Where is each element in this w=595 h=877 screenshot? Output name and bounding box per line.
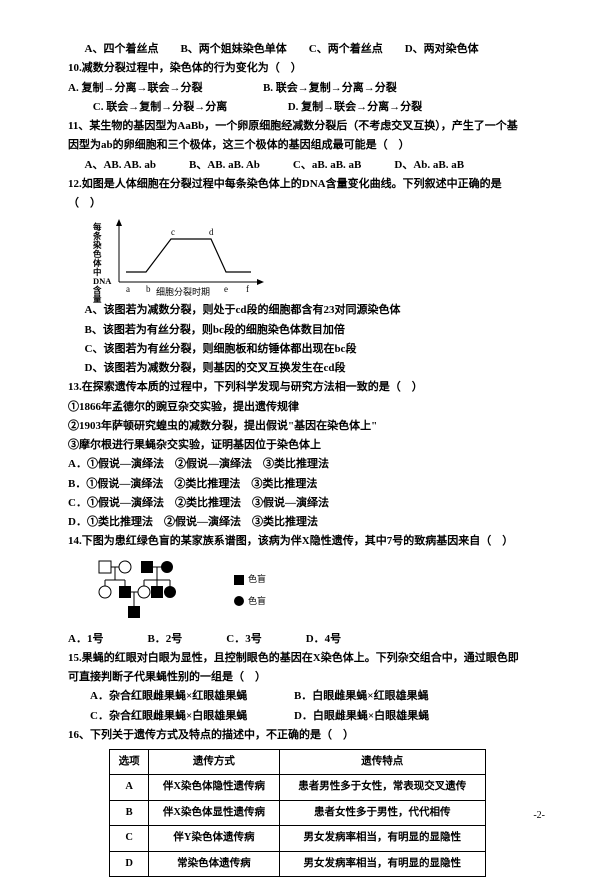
q10-stem: 10.减数分裂过程中，染色体的行为变化为（ ） — [68, 59, 527, 78]
table-row: D常染色体遗传病男女发病率相当，有明显的显隐性 — [110, 851, 485, 876]
q10-opt-b: B. 联会→复制→分离→分裂 — [263, 82, 397, 94]
chart-xlabel: 细胞分裂时期 — [156, 286, 210, 297]
table-cell: 患者女性多于男性，代代相传 — [279, 800, 485, 825]
q11-stem: 11、某生物的基因型为AaBb，一个卵原细胞经减数分裂后（不考虑交叉互换），产生… — [68, 117, 527, 156]
table-cell: C — [110, 826, 149, 851]
chart-ylabel: 每条染色体中 DNA含量 — [93, 223, 107, 303]
q13-item-1: ①1866年孟德尔的豌豆杂交实验，提出遗传规律 — [68, 398, 527, 417]
table-cell: 伴X染色体隐性遗传病 — [148, 775, 279, 800]
table-cell: 患者男性多于女性，常表现交叉遗传 — [279, 775, 485, 800]
table-cell: 伴Y染色体遗传病 — [148, 826, 279, 851]
pt-b: b — [146, 284, 151, 294]
q10-opt-d: D. 复制→联会→分离→分裂 — [288, 101, 422, 113]
q13-opt-a: A．①假说—演绎法 ②假说—演绎法 ③类比推理法 — [68, 455, 527, 474]
q12-stem: 12.如图是人体细胞在分裂过程中每条染色体上的DNA含量变化曲线。下列叙述中正确… — [68, 175, 527, 214]
square-icon — [234, 575, 244, 585]
table-cell: 男女发病率相当，有明显的显隐性 — [279, 826, 485, 851]
table-body: A伴X染色体隐性遗传病患者男性多于女性，常表现交叉遗传B伴X染色体显性遗传病患者… — [110, 775, 485, 877]
q13-item-2: ②1903年萨顿研究蝗虫的减数分裂，提出假说"基因在染色体上" — [68, 417, 527, 436]
q15-opt-a: A．杂合红眼雌果蝇×红眼雄果蝇 — [90, 690, 247, 702]
q13-opt-b: B．①假说—演绎法 ②类比推理法 ③类比推理法 — [68, 475, 527, 494]
pedigree-legend: 色盲 色盲 — [234, 572, 266, 610]
q10-opt-c: C. 联会→复制→分裂→分离 — [93, 101, 227, 113]
table-cell: A — [110, 775, 149, 800]
q15-opt-d: D．白眼雌果蝇×白眼雄果蝇 — [294, 710, 429, 722]
q10-row1: A. 复制→分离→联会→分裂 B. 联会→复制→分离→分裂 — [68, 79, 527, 98]
table-row: C伴Y染色体遗传病男女发病率相当，有明显的显隐性 — [110, 826, 485, 851]
q12-opt-c: C、该图若为有丝分裂，则细胞板和纺锤体都出现在bc段 — [68, 340, 527, 359]
inheritance-table: 选项 遗传方式 遗传特点 A伴X染色体隐性遗传病患者男性多于女性，常表现交叉遗传… — [109, 749, 485, 877]
table-row: B伴X染色体显性遗传病患者女性多于男性，代代相传 — [110, 800, 485, 825]
th-mode: 遗传方式 — [148, 750, 279, 775]
pt-c: c — [171, 227, 175, 237]
pt-a: a — [126, 284, 130, 294]
table-cell: 常染色体遗传病 — [148, 851, 279, 876]
pt-f: f — [246, 284, 249, 294]
table-cell: 男女发病率相当，有明显的显隐性 — [279, 851, 485, 876]
table-cell: D — [110, 851, 149, 876]
q13-item-3: ③摩尔根进行果蝇杂交实验，证明基因位于染色体上 — [68, 436, 527, 455]
q12-opt-a: A、该图若为减数分裂，则处于cd段的细胞都含有23对同源染色体 — [68, 301, 527, 320]
legend-female-affected: 色盲 — [234, 594, 266, 610]
q9-options: A、四个着丝点 B、两个姐妹染色单体 C、两个着丝点 D、两对染色体 — [68, 40, 527, 59]
th-feature: 遗传特点 — [279, 750, 485, 775]
table-cell: B — [110, 800, 149, 825]
q15-opt-c: C．杂合红眼雌果蝇×白眼雄果蝇 — [90, 710, 247, 722]
q10-row2: C. 联会→复制→分裂→分离 D. 复制→联会→分离→分裂 — [68, 98, 527, 117]
pt-d: d — [209, 227, 214, 237]
q10-opt-a: A. 复制→分离→联会→分裂 — [68, 82, 202, 94]
q14-options: A．1号 B．2号 C．3号 D．4号 — [68, 630, 527, 649]
q14-stem: 14.下图为患红绿色盲的某家族系谱图，该病为伴X隐性遗传，其中7号的致病基因来自… — [68, 532, 527, 551]
page-number: -2- — [533, 807, 545, 825]
q15-row2: C．杂合红眼雌果蝇×白眼雄果蝇 D．白眼雌果蝇×白眼雄果蝇 — [68, 707, 527, 726]
q13-opt-d: D．①类比推理法 ②假说—演绎法 ③类比推理法 — [68, 513, 527, 532]
pedigree-diagram: 色盲 色盲 — [96, 556, 266, 626]
dna-chart: a b c d e f 细胞分裂时期 每条染色体中 DNA含量 — [96, 217, 271, 297]
q12-opt-d: D、该图若为减数分裂，则基因的交叉互换发生在cd段 — [68, 359, 527, 378]
legend-male-affected: 色盲 — [234, 572, 266, 588]
q13-stem: 13.在探索遗传本质的过程中，下列科学发现与研究方法相一致的是（ ） — [68, 378, 527, 397]
circle-icon — [234, 596, 244, 606]
th-option: 选项 — [110, 750, 149, 775]
q11-options: A、AB. AB. ab B、AB. aB. Ab C、aB. aB. aB D… — [68, 156, 527, 175]
table-head-row: 选项 遗传方式 遗传特点 — [110, 750, 485, 775]
q13-opt-c: C．①假说—演绎法 ②类比推理法 ③假说—演绎法 — [68, 494, 527, 513]
table-row: A伴X染色体隐性遗传病患者男性多于女性，常表现交叉遗传 — [110, 775, 485, 800]
q15-stem: 15.果蝇的红眼对白眼为显性，且控制眼色的基因在X染色体上。下列杂交组合中，通过… — [68, 649, 527, 688]
q15-row1: A．杂合红眼雌果蝇×红眼雄果蝇 B．白眼雌果蝇×红眼雄果蝇 — [68, 687, 527, 706]
q12-opt-b: B、该图若为有丝分裂，则bc段的细胞染色体数目加倍 — [68, 321, 527, 340]
table-cell: 伴X染色体显性遗传病 — [148, 800, 279, 825]
q16-stem: 16、下列关于遗传方式及特点的描述中，不正确的是（ ） — [68, 726, 527, 745]
pt-e: e — [224, 284, 228, 294]
q15-opt-b: B．白眼雌果蝇×红眼雄果蝇 — [294, 690, 429, 702]
